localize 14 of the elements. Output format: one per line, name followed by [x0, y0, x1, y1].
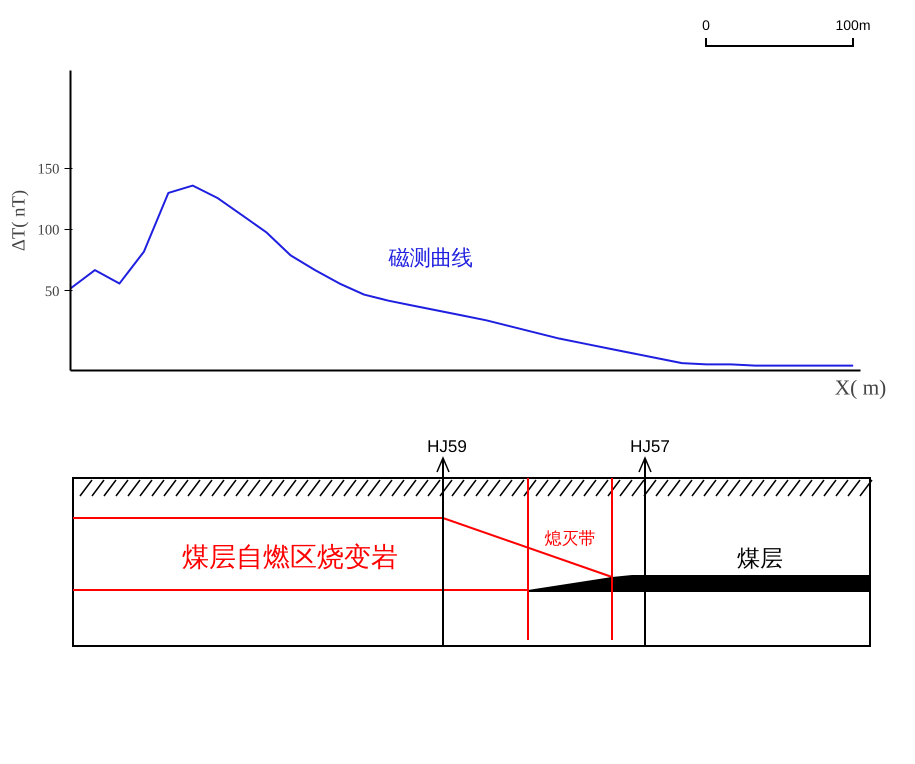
y-tick-label: 50	[44, 284, 60, 300]
y-tick-label: 150	[38, 161, 60, 178]
text: 熄灭带	[544, 529, 596, 548]
text: HJ59	[427, 437, 467, 456]
y-axis-title: ΔT( nT)	[8, 190, 30, 252]
line-series	[70, 184, 854, 367]
text: 煤层自燃区烧变岩	[182, 542, 398, 572]
text: 100m	[835, 17, 871, 33]
text: HJ57	[630, 437, 670, 456]
text: 0	[702, 17, 710, 33]
series-label: 磁测曲线	[387, 246, 472, 270]
text: 煤层	[737, 545, 783, 571]
x-axis-title: X( m)	[834, 376, 886, 400]
y-tick-label: 100	[38, 222, 60, 239]
